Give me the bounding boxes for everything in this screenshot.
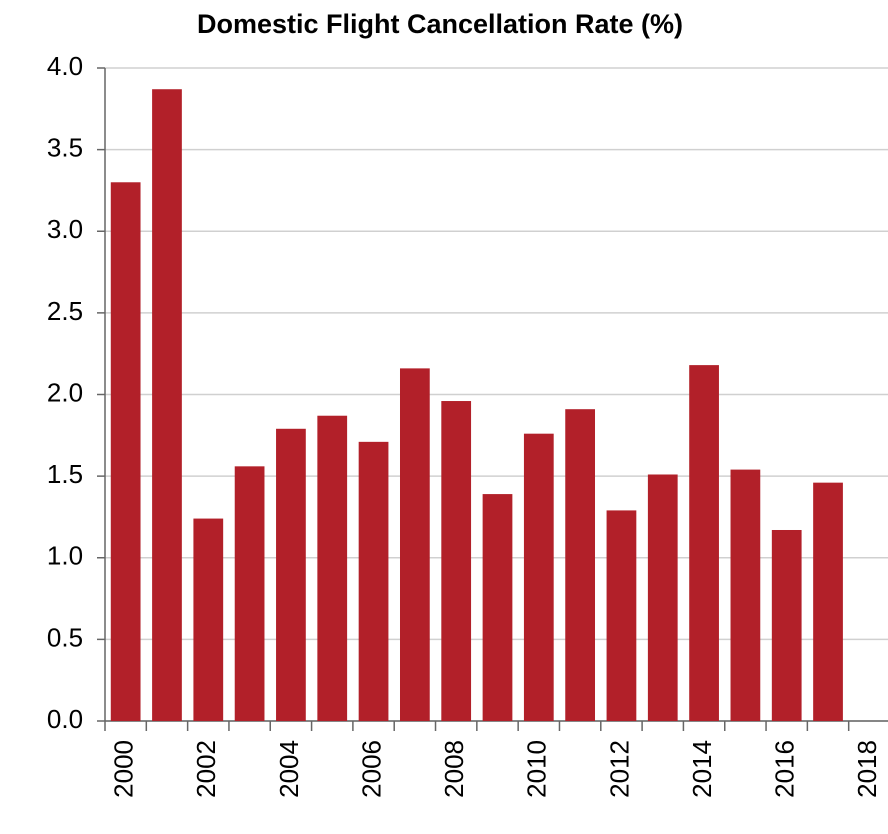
x-tick-label: 2006 xyxy=(356,740,386,798)
y-tick-label: 4.0 xyxy=(47,51,83,81)
x-tick-label: 2018 xyxy=(852,740,882,798)
bar xyxy=(441,401,472,721)
x-tick-label: 2012 xyxy=(604,740,634,798)
bar xyxy=(523,433,554,721)
bar xyxy=(152,89,182,721)
x-tick-label: 2016 xyxy=(770,740,800,798)
x-tick-label: 2008 xyxy=(439,740,469,798)
y-tick-label: 1.5 xyxy=(47,459,83,489)
bar xyxy=(565,409,596,721)
chart-title: Domestic Flight Cancellation Rate (%) xyxy=(197,9,683,39)
y-tick-label: 1.0 xyxy=(47,541,83,571)
y-tick-label: 3.0 xyxy=(47,214,83,244)
bar xyxy=(358,441,389,721)
bar xyxy=(276,428,306,721)
y-tick-label: 3.5 xyxy=(47,133,83,163)
bar xyxy=(647,474,678,721)
bar xyxy=(606,510,637,721)
x-tick-label: 2002 xyxy=(191,740,221,798)
x-tick-label: 2000 xyxy=(109,740,139,798)
y-tick-label: 0.5 xyxy=(47,622,83,652)
x-tick-label: 2010 xyxy=(522,740,552,798)
bar xyxy=(482,494,513,721)
x-tick-label: 2004 xyxy=(274,740,304,798)
bar xyxy=(317,415,348,721)
x-tick-label: 2014 xyxy=(687,740,717,798)
bar xyxy=(399,368,430,721)
bar xyxy=(234,466,265,721)
bar xyxy=(730,469,761,721)
bar xyxy=(813,482,843,721)
bar xyxy=(193,518,224,721)
y-tick-label: 2.5 xyxy=(47,296,83,326)
y-tick-label: 2.0 xyxy=(47,377,83,407)
bar xyxy=(689,365,719,721)
bar xyxy=(771,529,802,721)
y-tick-label: 0.0 xyxy=(47,704,83,734)
bar xyxy=(110,182,141,721)
